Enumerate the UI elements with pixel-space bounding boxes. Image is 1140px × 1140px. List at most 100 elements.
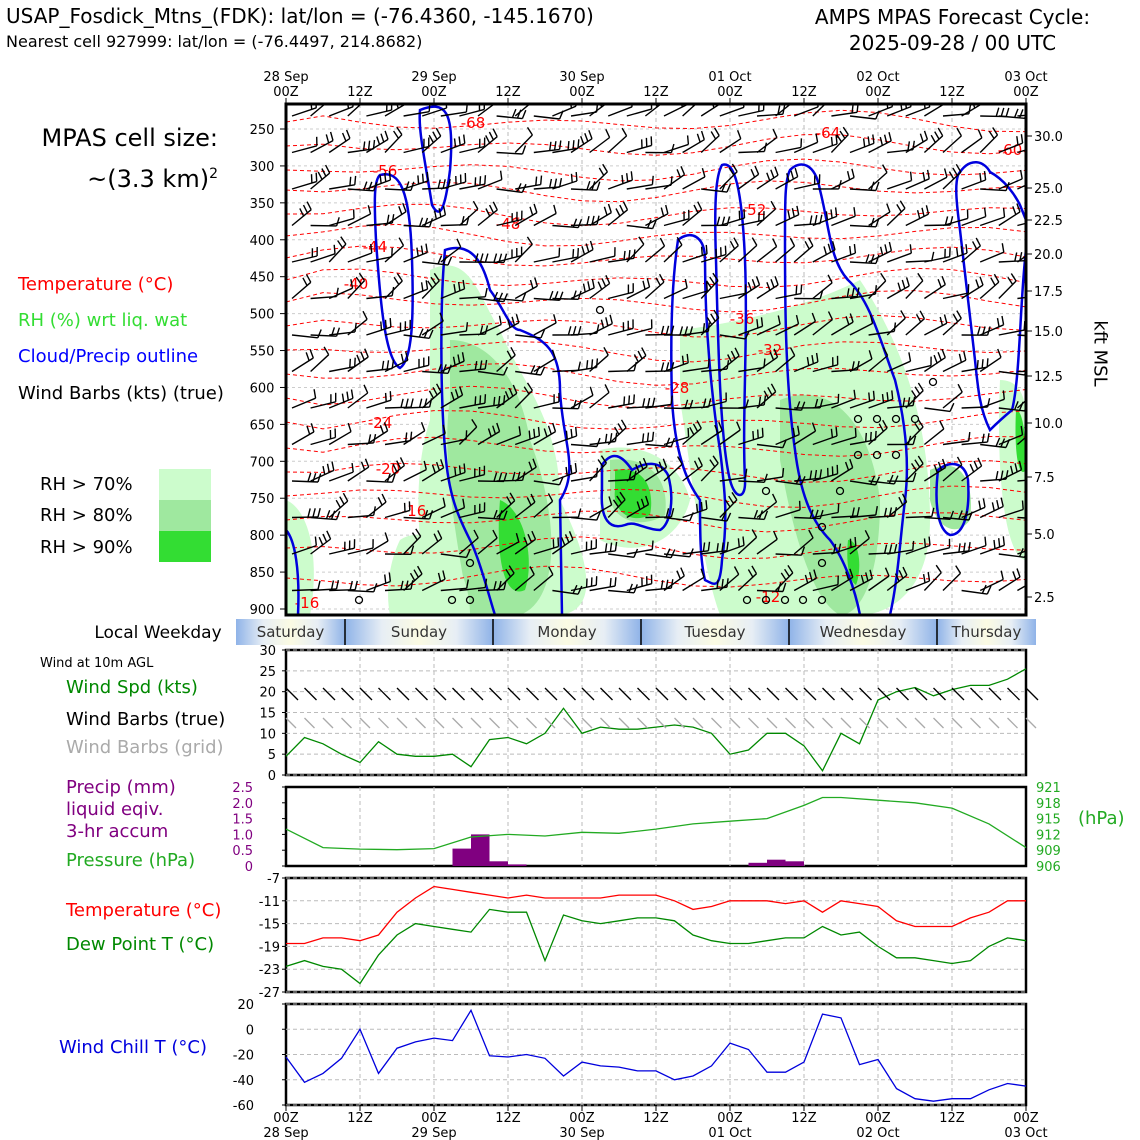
precip-label-3: 3-hr accum — [66, 821, 169, 842]
wind-barb-feather — [655, 104, 659, 108]
wind-barb — [384, 188, 412, 191]
wind-barb-feather — [402, 203, 407, 212]
wind-barb-feather — [623, 396, 626, 406]
wind-barb-grid — [322, 717, 334, 729]
wind-barb-grid — [526, 717, 537, 729]
wind-barb-feather — [707, 358, 710, 368]
wind-barb-feather — [888, 241, 893, 251]
wind-barb-feather — [335, 499, 342, 509]
wind-barb-feather — [751, 565, 758, 575]
wind-barb-feather — [1002, 390, 1005, 400]
wind-barb-feather — [570, 173, 573, 183]
weekday-bar: Local Weekday Saturday Sunday Monday Tuesday… — [94, 619, 1036, 645]
wind-barb-feather — [986, 358, 989, 368]
wind-barb-feather — [493, 291, 499, 301]
legend-rh80: RH > 80% — [40, 505, 133, 526]
wind-barb-feather — [854, 536, 857, 547]
time-tick-hour: 12Z — [643, 85, 669, 100]
wind-barb-feather — [687, 427, 690, 438]
pressure-tick-label: 909 — [1036, 844, 1061, 859]
precip-tick-label: 1.5 — [232, 813, 253, 828]
wind-barb-true — [1007, 687, 1020, 701]
wind-barb-feather — [1016, 203, 1021, 213]
wind-barb-feather — [415, 528, 422, 537]
legend-wind-barbs: Wind Barbs (kts) (true) — [18, 383, 224, 404]
wind-barb-feather — [503, 253, 508, 263]
wind-barb — [923, 572, 942, 591]
wind-barb-feather — [958, 353, 963, 363]
wind-barb-feather — [367, 140, 371, 150]
wind-barb-feather — [496, 422, 501, 432]
wind-barb-feather — [600, 455, 607, 464]
wind-speed-tick-label: 10 — [259, 727, 276, 742]
wind-barb-feather — [1028, 424, 1032, 432]
wind-barb-feather — [888, 544, 893, 554]
wind-barb — [1016, 399, 1026, 409]
wind-barb-feather — [965, 244, 968, 254]
wind-barb — [496, 151, 523, 155]
wind-barb-grid — [1007, 717, 1018, 729]
wind-barb-feather — [761, 427, 764, 437]
wind-barb-feather — [963, 351, 967, 361]
wind-barb — [998, 178, 1023, 190]
kft-tick-label: 25.0 — [1034, 182, 1063, 197]
wind-barb-true — [988, 687, 1002, 701]
wind-barb — [961, 179, 986, 190]
wind-barb — [365, 501, 387, 519]
wind-barb-feather — [835, 426, 838, 437]
wind-barb-feather — [731, 163, 738, 172]
time-tick-hour: 00Z — [569, 1111, 595, 1126]
temperature-tick-label: -27 — [259, 986, 280, 1001]
wind-barb-feather — [884, 244, 888, 254]
wind-barb-feather — [978, 500, 982, 510]
wind-barb-feather — [577, 248, 579, 258]
wind-barb-feather — [894, 573, 900, 582]
station-title: USAP_Fosdick_Mtns_(FDK): lat/lon = (-76.… — [6, 4, 594, 28]
wind-barb-feather — [928, 104, 931, 107]
wind-barb-feather — [670, 549, 676, 558]
wind-barb-feather — [321, 168, 327, 177]
wind-barb — [421, 214, 446, 227]
wind-barb-feather — [317, 580, 321, 590]
wind-barb-feather — [515, 533, 520, 543]
wind-barb-feather — [845, 316, 850, 326]
wind-barb — [645, 553, 672, 559]
wind-barb-feather — [423, 217, 429, 227]
wind-barb-feather — [826, 91, 831, 99]
wind-barb-feather — [992, 127, 999, 136]
wind-barb-feather — [849, 313, 854, 323]
wind-barb-feather — [575, 172, 578, 182]
wind-barb — [515, 334, 542, 339]
wind-barb — [682, 176, 706, 190]
wind-barb — [347, 466, 370, 482]
weekday-cell — [937, 619, 1036, 645]
wind-barb-feather — [527, 96, 531, 104]
wind-barb — [570, 394, 594, 409]
wind-barb-feather — [988, 130, 995, 140]
wind-barb-feather — [431, 464, 437, 474]
time-tick-hour: 00Z — [717, 1111, 743, 1126]
wind-barb-true — [285, 687, 299, 701]
wind-barb-feather — [696, 133, 701, 143]
wind-barb-feather — [692, 423, 699, 433]
wind-barb — [905, 280, 924, 299]
wind-barb — [310, 253, 336, 263]
wind-barb-feather — [718, 421, 723, 431]
wind-barb-feather — [808, 237, 814, 247]
wind-barb — [849, 322, 873, 336]
wind-barb-feather — [437, 572, 442, 582]
wind-barb-feather — [383, 422, 389, 432]
wind-barb — [719, 171, 738, 190]
wind-barb-feather — [433, 210, 438, 220]
wind-barb-feather — [612, 499, 620, 508]
wind-barb — [440, 330, 467, 336]
wind-barb-feather — [574, 463, 578, 473]
wind-barb — [328, 431, 352, 446]
wind-barb-true — [433, 687, 447, 701]
wind-barb-feather — [463, 134, 466, 144]
wind-barb-feather — [588, 130, 593, 139]
wind-barb — [756, 476, 783, 482]
wind-barb-feather — [615, 208, 621, 217]
wind-barb-feather — [488, 204, 495, 214]
wind-barb-feather — [335, 510, 341, 520]
